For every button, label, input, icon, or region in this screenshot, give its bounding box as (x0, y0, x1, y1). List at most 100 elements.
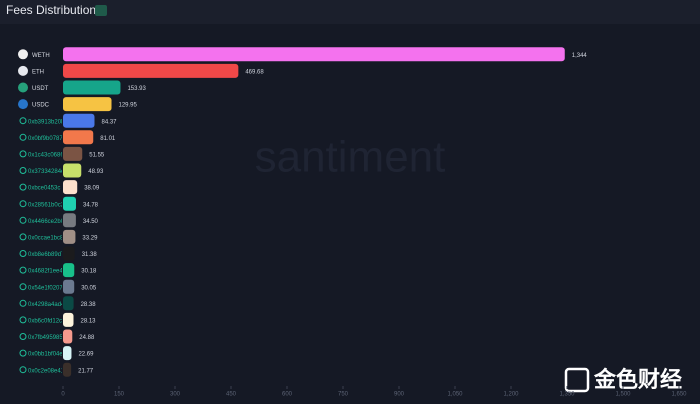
category-label: 0x28561b0c2 (28, 202, 65, 208)
logo-icon (564, 367, 590, 393)
bar (63, 296, 74, 311)
value-label: 21.77 (78, 368, 94, 374)
header-bar (0, 0, 700, 24)
category-label: 0xbce0453c (28, 186, 60, 192)
x-tick-label: 600 (282, 392, 293, 398)
category-label: 0xb3913b20b1 (28, 119, 68, 125)
token-icon (19, 133, 27, 141)
source-watermark: 金色财经 (593, 367, 682, 392)
bar (63, 80, 121, 95)
value-label: 28.13 (81, 318, 97, 324)
token-icon (19, 250, 27, 257)
value-label: 30.18 (81, 269, 97, 275)
x-tick-label: 900 (394, 392, 405, 398)
value-label: 81.01 (100, 136, 116, 142)
category-label: USDT (32, 86, 49, 92)
token-icon (19, 333, 27, 340)
bar (63, 113, 95, 128)
bar (63, 63, 239, 78)
token-icon (19, 366, 27, 374)
badge (95, 5, 107, 16)
bar (63, 279, 75, 294)
token-icon (19, 216, 27, 224)
category-label: 0x7fb4959850 (28, 335, 67, 341)
bar (63, 213, 76, 228)
x-tick-label: 1,500 (615, 392, 631, 398)
category-label: 0x54e1f0207b (28, 285, 67, 291)
x-tick-label: 1,050 (447, 392, 463, 398)
category-label: 0x4466ce2b0 (28, 219, 65, 225)
category-label: 0x0c2e08e41 (28, 368, 65, 374)
category-labels: WETH ETH USDT USDC 0xb3913b20b1 0x0bf9b0787e 0… (18, 49, 68, 374)
category-label: 0x0bf9b0787e (28, 136, 67, 142)
x-tick-label: 1,350 (559, 392, 575, 398)
bar (63, 146, 83, 161)
category-label: 0xb8e6b89d7f (28, 252, 66, 258)
value-label: 34.50 (83, 219, 99, 225)
bar (63, 329, 73, 344)
watermark: santiment (255, 133, 446, 182)
value-label: 84.37 (101, 119, 117, 125)
bar (63, 97, 112, 112)
category-label: ETH (32, 69, 44, 75)
value-label: 33.29 (82, 235, 98, 241)
x-tick-label: 150 (114, 392, 125, 398)
category-label: WETH (32, 53, 50, 59)
bar (63, 263, 75, 278)
token-icon (19, 117, 27, 125)
value-label: 22.69 (78, 352, 94, 358)
token-icon (19, 316, 27, 324)
category-label: 0x0bb1bf04e (28, 352, 63, 358)
bar (63, 229, 76, 244)
token-icon (19, 183, 27, 191)
value-label: 48.93 (88, 169, 104, 175)
x-tick-label: 450 (226, 392, 237, 398)
token-icon (18, 82, 28, 93)
token-icon (19, 266, 27, 274)
x-tick-label: 300 (170, 392, 181, 398)
bar (63, 362, 72, 377)
x-tick-label: 1,650 (671, 392, 687, 398)
category-label: 0x1c43c0686f (28, 152, 66, 158)
bar (63, 196, 76, 211)
x-tick-label: 750 (338, 392, 349, 398)
value-label: 24.88 (79, 335, 95, 341)
bar (63, 163, 82, 178)
category-label: 0x4298a4ad4 (28, 302, 65, 308)
token-icon (19, 200, 27, 208)
category-label: 0xb6c0fd12c5 (28, 318, 66, 324)
x-tick-label: 0 (61, 392, 65, 398)
bar (63, 312, 74, 327)
value-label: 51.55 (89, 152, 105, 158)
bar (63, 47, 565, 62)
bar (63, 346, 72, 361)
token-icon (19, 150, 27, 158)
category-label: 0x4682f1ee44 (28, 269, 67, 275)
chart-title: Fees Distribution (6, 3, 96, 17)
token-icon (18, 49, 28, 60)
bar (63, 130, 94, 145)
bar (63, 246, 75, 261)
value-label: 153.93 (127, 86, 146, 92)
value-label: 30.05 (81, 285, 97, 291)
token-icon (19, 167, 27, 174)
value-label: 469.68 (245, 69, 264, 75)
value-label: 28.38 (81, 302, 97, 308)
category-label: 0x0ccae1bc8 (28, 235, 64, 241)
token-icon (18, 99, 28, 110)
token-icon (19, 349, 27, 357)
category-label: 0x37334284e2 (28, 169, 68, 175)
value-label: 1,344 (572, 53, 588, 59)
value-label: 129.95 (119, 103, 138, 109)
token-icon (19, 233, 27, 241)
token-icon (18, 65, 28, 76)
value-label: 34.78 (83, 202, 99, 208)
x-tick-label: 1,200 (503, 392, 519, 398)
bar (63, 180, 78, 195)
value-label: 38.09 (84, 186, 100, 192)
category-label: USDC (32, 103, 50, 109)
token-icon (19, 283, 27, 291)
token-icon (19, 299, 27, 307)
value-label: 31.38 (82, 252, 98, 258)
